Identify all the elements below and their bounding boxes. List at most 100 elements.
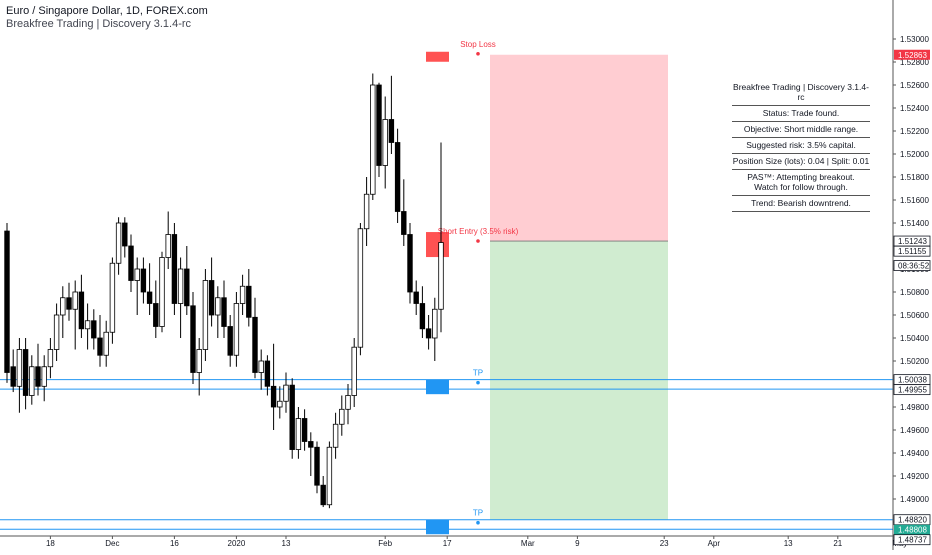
y-tick-label: 1.49800 [900,403,929,412]
candle-body[interactable] [295,418,302,450]
candle-body[interactable] [277,400,283,408]
candle-body[interactable] [72,291,78,310]
candle-body[interactable] [394,142,401,212]
y-tick-label: 1.50400 [900,334,929,343]
x-tick-label: Feb [378,539,392,548]
candle-body[interactable] [382,119,388,166]
candle-body[interactable] [407,234,413,293]
candle-body[interactable] [351,346,357,396]
info-panel-text: PAS™: Attempting breakout. [747,172,855,182]
candle-body[interactable] [283,384,289,402]
price-tag-label: 1.51243 [898,237,927,246]
candle-body[interactable] [264,360,271,387]
candle-body[interactable] [60,297,66,316]
price-tag [893,245,931,257]
candle-body[interactable] [308,441,314,448]
candle-body[interactable] [332,423,339,448]
info-panel-text: Suggested risk: 3.5% capital. [746,140,856,150]
candle-body[interactable] [103,331,109,356]
candle-body[interactable] [401,211,407,235]
y-tick-label: 1.50800 [900,288,929,297]
x-tick-label: Apr [708,539,721,548]
candle-body[interactable] [252,316,258,373]
candle-body[interactable] [314,446,320,486]
candle-body[interactable] [320,484,326,506]
candle-body[interactable] [345,395,351,410]
candle-body[interactable] [41,366,47,387]
candle-body[interactable] [363,193,370,230]
candle-body[interactable] [233,303,240,356]
tp-box [426,519,449,535]
candle-body[interactable] [270,385,277,408]
candle-body[interactable] [227,326,233,356]
candle-body[interactable] [239,285,246,304]
indicator-name: Breakfree Trading | Discovery 3.1.4-rc [6,18,192,30]
candle-body[interactable] [10,366,16,387]
candle-body[interactable] [16,349,23,387]
candle-body[interactable] [22,349,29,396]
candle-body[interactable] [215,297,221,316]
candle-body[interactable] [146,291,153,304]
candle-body[interactable] [78,291,85,330]
candle-body[interactable] [47,349,54,368]
candle-body[interactable] [53,314,60,350]
info-panel-row: Suggested risk: 3.5% capital. [732,138,870,154]
candle-body[interactable] [388,119,395,143]
info-panel-row: Trend: Bearish downtrend. [732,196,870,212]
candle-body[interactable] [246,285,252,318]
candle-body[interactable] [128,245,134,281]
candle-body[interactable] [109,262,116,333]
candle-body[interactable] [140,268,147,293]
candle-body[interactable] [35,366,41,387]
candle-body[interactable] [202,280,209,350]
candle-body[interactable] [208,280,215,316]
candle-body[interactable] [171,234,178,304]
candle-body[interactable] [301,418,308,442]
candle-body[interactable] [97,337,103,356]
candle-body[interactable] [84,320,91,330]
candle-body[interactable] [289,384,295,450]
candle-body[interactable] [438,242,444,310]
x-tick-label: 23 [660,539,669,548]
y-tick-label: 1.49000 [900,495,929,504]
candle-body[interactable] [122,222,128,247]
candle-body[interactable] [91,320,97,339]
candle-body[interactable] [376,84,382,166]
candle-body[interactable] [159,257,165,327]
price-tag [894,49,930,60]
price-tag [893,384,931,396]
candle-body[interactable] [221,297,227,327]
info-panel-text: Trend: Bearish downtrend. [751,198,851,208]
candle-body[interactable] [196,349,202,373]
price-tag-label: 1.48737 [898,536,927,545]
candle-body[interactable] [190,305,196,373]
candle-body[interactable] [66,297,72,310]
candle-body[interactable] [165,234,171,258]
info-panel-text: Breakfree Trading | Discovery 3.1.4-rc [733,82,869,102]
stop-loss-label: Stop Loss [460,40,496,49]
candle-body[interactable] [326,446,333,506]
x-tick-label: 13 [784,539,793,548]
candle-body[interactable] [153,303,159,327]
candle-body[interactable] [370,84,376,195]
candle-body[interactable] [357,228,364,348]
candle-body[interactable] [177,268,184,304]
candle-body[interactable] [29,366,35,396]
candle-body[interactable] [134,268,140,281]
candle-body[interactable] [339,408,345,425]
y-tick-label: 1.49400 [900,449,929,458]
price-tag-label: 1.50038 [898,376,927,385]
candle-body[interactable] [4,230,10,373]
candle-body[interactable] [425,328,432,339]
candle-body[interactable] [413,291,419,304]
info-panel-text: Objective: Short middle range. [743,124,859,134]
y-tick-label: 1.51400 [900,219,929,228]
candle-body[interactable] [115,222,122,264]
candle-body[interactable] [184,268,190,307]
candle-body[interactable] [432,308,438,339]
tp-marker [476,380,480,385]
candle-body[interactable] [419,303,426,330]
candle-body[interactable] [258,360,264,373]
